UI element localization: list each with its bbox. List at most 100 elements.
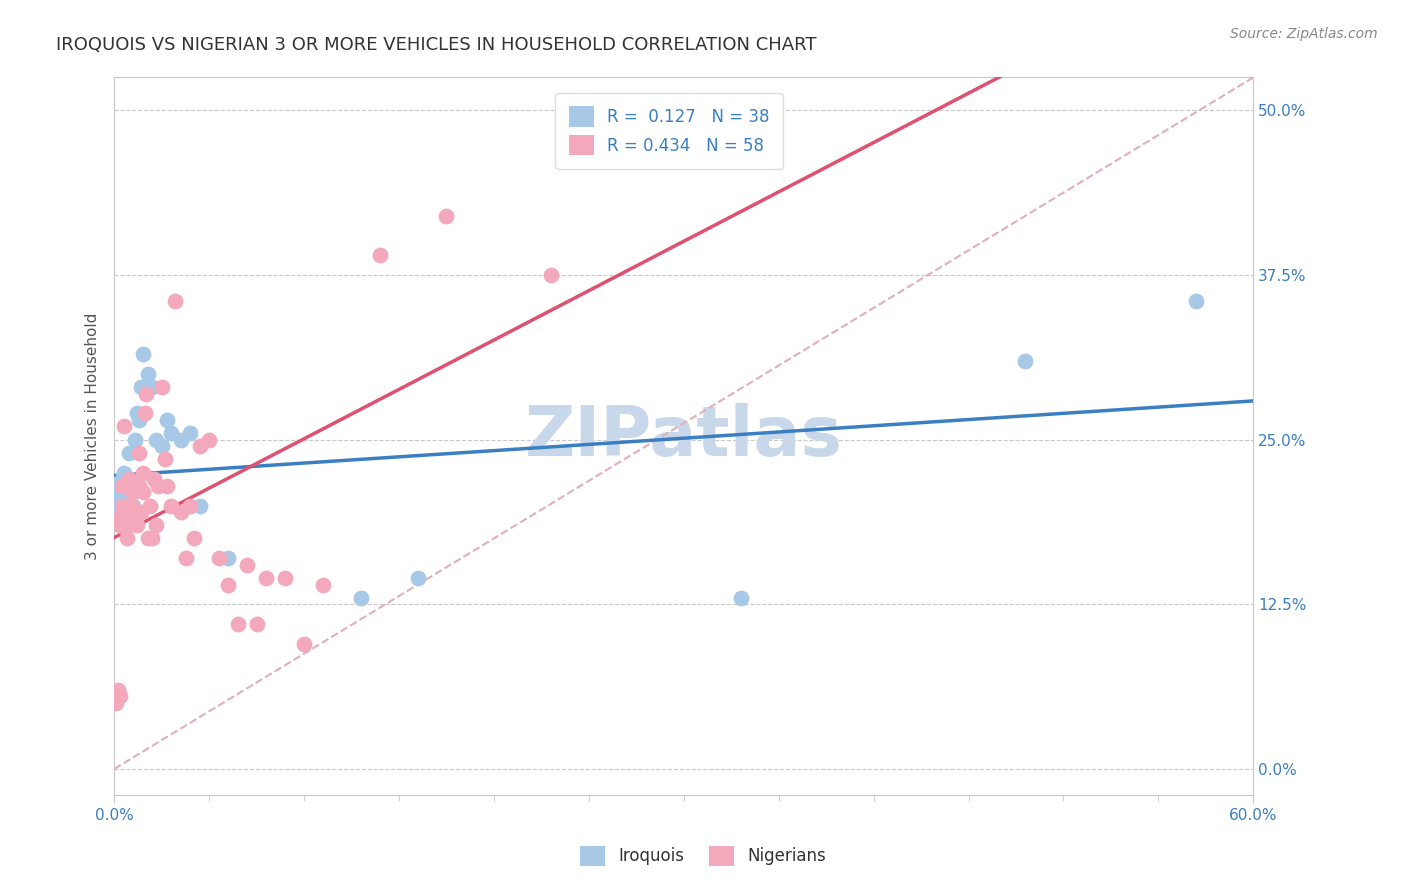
Point <box>236 558 259 572</box>
Point <box>131 485 153 500</box>
Point <box>107 682 129 697</box>
Point <box>1014 353 1036 368</box>
Point <box>139 499 162 513</box>
Point <box>122 499 145 513</box>
Point <box>105 499 128 513</box>
Point <box>146 479 169 493</box>
Point <box>114 479 136 493</box>
Point <box>436 209 458 223</box>
Point <box>114 505 136 519</box>
Point <box>122 479 145 493</box>
Point <box>124 433 146 447</box>
Point <box>160 499 183 513</box>
Point <box>217 551 239 566</box>
Point <box>128 413 150 427</box>
Point <box>108 479 131 493</box>
Point <box>207 551 229 566</box>
Point <box>131 347 153 361</box>
Point <box>105 696 128 710</box>
Point <box>118 472 141 486</box>
Point <box>188 439 211 453</box>
Point <box>120 499 142 513</box>
Point <box>125 505 148 519</box>
Point <box>150 380 173 394</box>
Point <box>141 380 163 394</box>
Point <box>141 532 163 546</box>
Point <box>730 591 752 605</box>
Point <box>134 406 156 420</box>
Point <box>129 380 152 394</box>
Point <box>183 532 205 546</box>
Point <box>108 518 131 533</box>
Point <box>117 485 139 500</box>
Point <box>117 499 139 513</box>
Point <box>169 505 191 519</box>
Point <box>163 294 186 309</box>
Point <box>117 505 139 519</box>
Point <box>1185 294 1208 309</box>
Point <box>107 511 129 525</box>
Point <box>188 499 211 513</box>
Point <box>117 532 139 546</box>
Point <box>217 577 239 591</box>
Point <box>179 499 201 513</box>
Point <box>292 637 315 651</box>
Point <box>118 472 141 486</box>
Point <box>108 518 131 533</box>
Point <box>406 571 429 585</box>
Point <box>122 505 145 519</box>
Point <box>179 426 201 441</box>
Point <box>730 136 752 151</box>
Text: Source: ZipAtlas.com: Source: ZipAtlas.com <box>1230 27 1378 41</box>
Point <box>111 472 134 486</box>
Point <box>118 446 141 460</box>
Point <box>128 446 150 460</box>
Point <box>254 571 277 585</box>
Y-axis label: 3 or more Vehicles in Household: 3 or more Vehicles in Household <box>86 313 100 560</box>
Point <box>125 406 148 420</box>
Point <box>226 617 249 632</box>
Point <box>111 499 134 513</box>
Point <box>169 433 191 447</box>
Point <box>368 248 391 262</box>
Point <box>176 551 198 566</box>
Legend: Iroquois, Nigerians: Iroquois, Nigerians <box>567 832 839 880</box>
Point <box>112 419 135 434</box>
Point <box>114 499 136 513</box>
Point <box>112 518 135 533</box>
Point <box>156 413 179 427</box>
Point <box>350 591 373 605</box>
Point <box>155 452 177 467</box>
Point <box>198 433 221 447</box>
Point <box>108 690 131 704</box>
Point <box>156 479 179 493</box>
Point <box>274 571 297 585</box>
Point <box>143 472 166 486</box>
Point <box>111 479 134 493</box>
Point <box>122 485 145 500</box>
Point <box>138 532 160 546</box>
Point <box>120 499 142 513</box>
Legend: R =  0.127   N = 38, R = 0.434   N = 58: R = 0.127 N = 38, R = 0.434 N = 58 <box>555 93 783 169</box>
Point <box>135 386 157 401</box>
Point <box>128 479 150 493</box>
Point <box>131 466 153 480</box>
Point <box>540 268 562 282</box>
Point <box>129 505 152 519</box>
Point <box>114 499 136 513</box>
Point <box>145 518 167 533</box>
Point <box>124 511 146 525</box>
Point <box>111 499 134 513</box>
Point <box>125 518 148 533</box>
Point <box>138 367 160 381</box>
Point <box>160 426 183 441</box>
Point <box>312 577 335 591</box>
Point <box>245 617 267 632</box>
Point <box>112 505 135 519</box>
Point <box>145 433 167 447</box>
Point <box>150 439 173 453</box>
Point <box>107 505 129 519</box>
Point <box>118 518 141 533</box>
Text: IROQUOIS VS NIGERIAN 3 OR MORE VEHICLES IN HOUSEHOLD CORRELATION CHART: IROQUOIS VS NIGERIAN 3 OR MORE VEHICLES … <box>56 36 817 54</box>
Point <box>107 485 129 500</box>
